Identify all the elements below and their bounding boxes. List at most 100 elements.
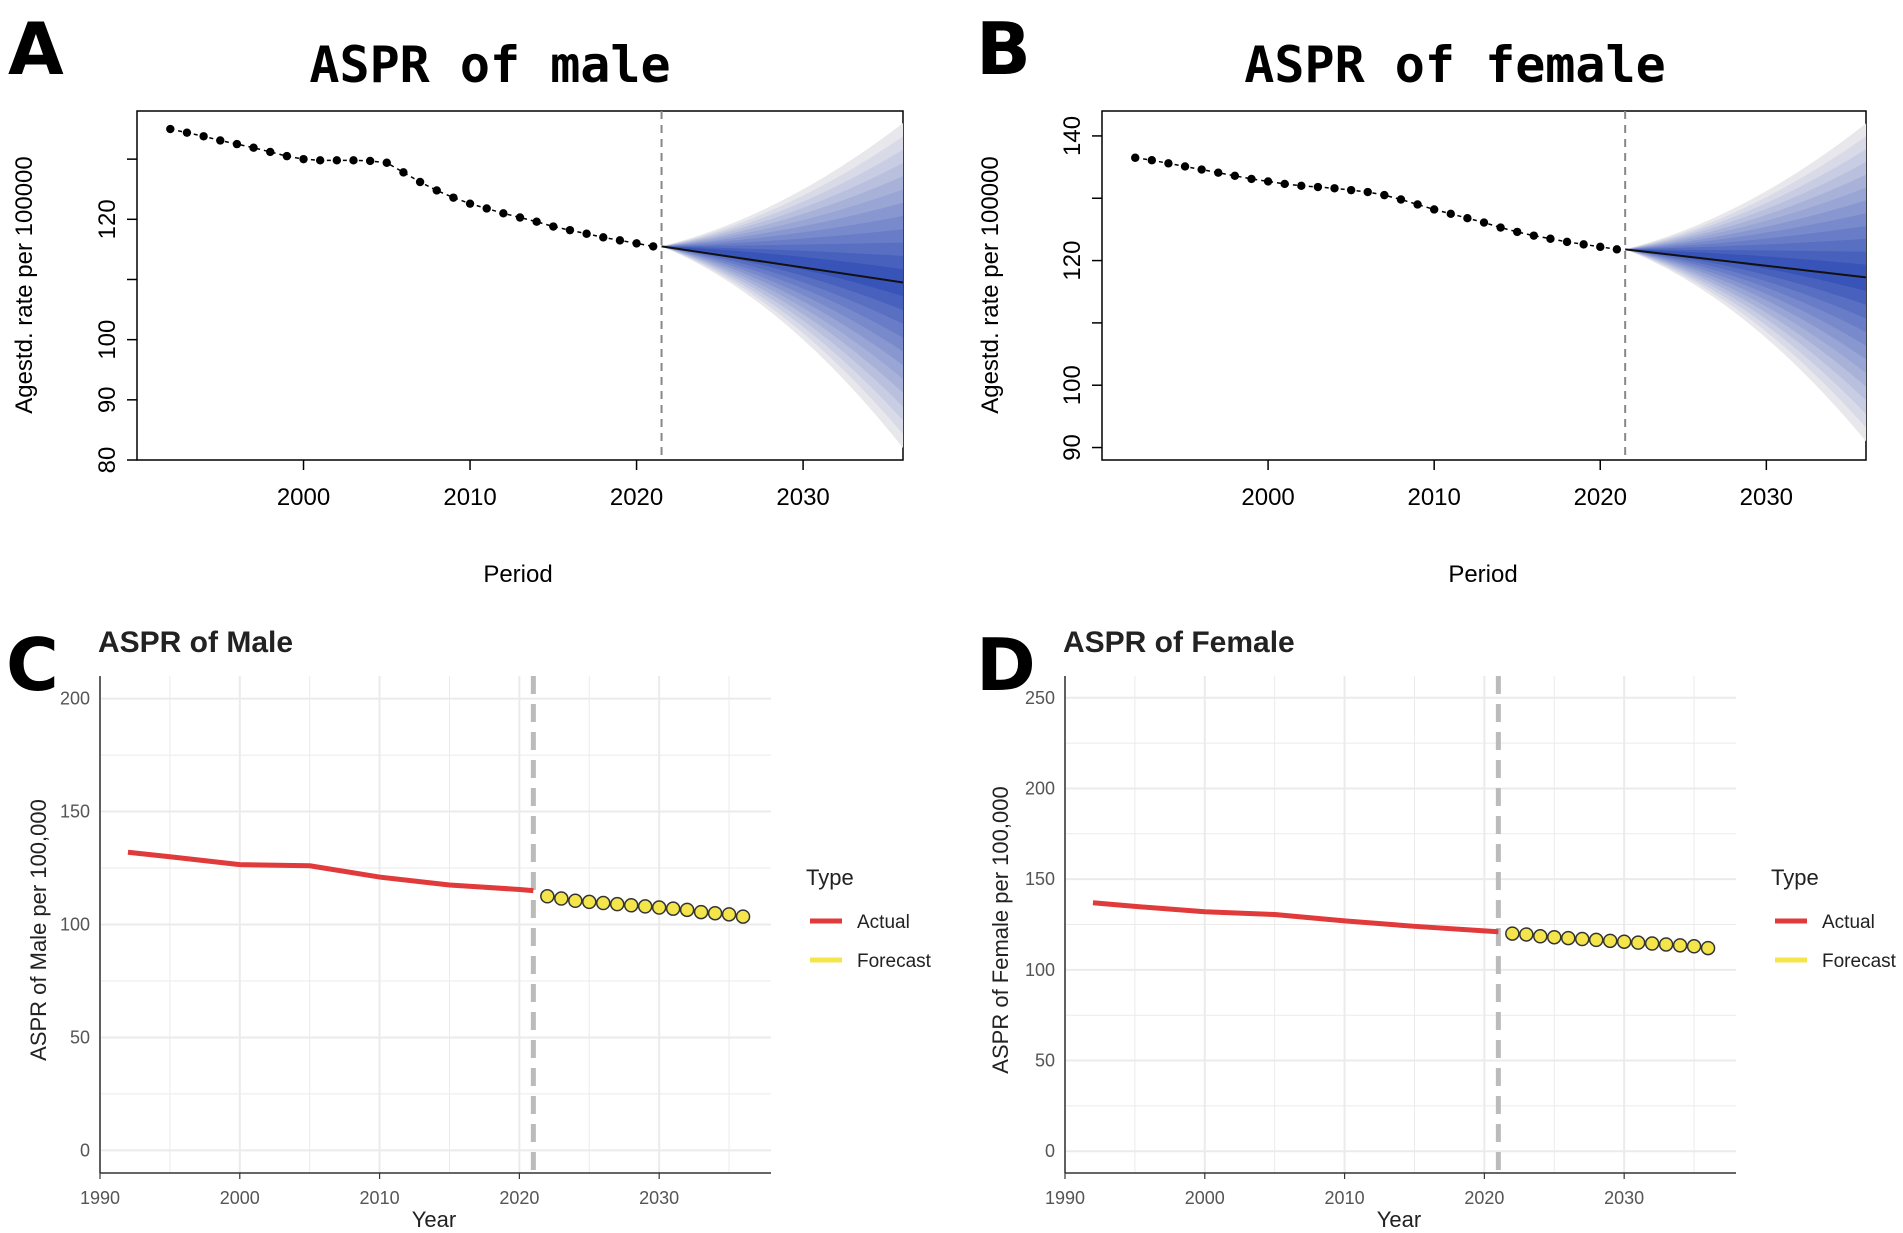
forecast-point xyxy=(1644,936,1660,951)
observed-point xyxy=(315,156,325,165)
x-tick-label: 2020 xyxy=(1574,484,1627,511)
forecast-point xyxy=(1561,930,1576,946)
observed-point xyxy=(349,156,358,165)
observed-point xyxy=(1479,218,1489,227)
observed-point xyxy=(365,156,375,166)
x-tick-label: 2030 xyxy=(1604,1188,1644,1208)
chart-d-xlabel: Year xyxy=(1377,1207,1421,1232)
observed-point xyxy=(515,213,525,222)
observed-point xyxy=(632,239,641,248)
observed-point xyxy=(1180,162,1190,171)
forecast-point xyxy=(1547,929,1562,945)
x-tick-label: 1990 xyxy=(80,1188,120,1208)
forecast-point xyxy=(1505,926,1520,941)
observed-point xyxy=(1579,240,1588,249)
observed-point xyxy=(649,242,658,251)
observed-point xyxy=(1513,227,1522,237)
forecast-point xyxy=(1602,933,1618,949)
forecast-point xyxy=(1519,927,1534,942)
legend-title: Type xyxy=(1771,865,1819,890)
observed-point xyxy=(332,156,342,165)
forecast-point xyxy=(1533,929,1548,944)
y-tick-label: 50 xyxy=(70,1027,90,1047)
x-tick-label: 2010 xyxy=(1325,1188,1365,1208)
chart-b-ylabel: Agestd. rate per 100000 xyxy=(977,156,1004,414)
forecast-point xyxy=(554,891,569,906)
x-tick-label: 2000 xyxy=(277,484,330,511)
observed-point xyxy=(1280,179,1289,189)
forecast-point xyxy=(707,905,723,921)
y-tick-label: 80 xyxy=(94,447,121,474)
observed-point xyxy=(1413,200,1422,209)
legend-actual-label: Actual xyxy=(857,912,910,933)
chart-d-title: ASPR of Female xyxy=(1063,626,1295,659)
legend-actual-label: Actual xyxy=(1822,912,1875,933)
x-tick-label: 2010 xyxy=(360,1188,400,1208)
forecast-point xyxy=(637,899,653,914)
chart-b-xlabel: Period xyxy=(1448,561,1517,588)
actual-line xyxy=(1092,900,1499,935)
chart-a-title: ASPR of male xyxy=(309,36,670,94)
observed-point xyxy=(299,154,308,164)
observed-point xyxy=(1263,177,1273,186)
forecast-point xyxy=(568,893,583,909)
y-tick-label: 90 xyxy=(94,386,121,413)
observed-point xyxy=(1247,174,1256,184)
observed-point xyxy=(449,193,458,202)
forecast-point xyxy=(582,894,597,910)
observed-point xyxy=(266,147,275,157)
x-tick-label: 2030 xyxy=(1740,484,1793,511)
observed-line xyxy=(1135,156,1617,251)
x-tick-label: 2010 xyxy=(443,484,496,511)
observed-point xyxy=(1380,190,1389,200)
forecast-point xyxy=(735,909,751,924)
observed-point xyxy=(532,217,541,226)
forecast-point xyxy=(721,907,737,922)
x-tick-label: 1990 xyxy=(1045,1188,1085,1208)
observed-point xyxy=(432,186,441,195)
observed-point xyxy=(1131,153,1140,162)
y-tick-label: 100 xyxy=(60,915,90,935)
panel-letter-b: B xyxy=(976,7,1031,91)
y-tick-label: 0 xyxy=(1045,1141,1055,1161)
observed-point xyxy=(482,204,491,213)
legend-forecast-label: Forecast xyxy=(1822,951,1897,972)
chart-c-ylabel: ASPR of Male per 100,000 xyxy=(26,799,51,1061)
forecast-point xyxy=(665,901,681,916)
forecast-point xyxy=(679,902,695,918)
y-tick-label: 200 xyxy=(60,689,90,709)
forecast-band xyxy=(1625,249,1866,292)
forecast-band xyxy=(661,246,903,297)
chart-c-title: ASPR of Male xyxy=(98,626,293,659)
observed-point xyxy=(1396,195,1406,204)
observed-point xyxy=(1230,171,1240,181)
x-tick-label: 2000 xyxy=(1185,1188,1225,1208)
observed-point xyxy=(232,139,242,149)
forecast-point xyxy=(651,900,667,915)
observed-point xyxy=(465,199,475,208)
observed-point xyxy=(1197,165,1206,174)
observed-point xyxy=(166,124,175,134)
panel-letter-c: C xyxy=(6,623,59,707)
x-tick-label: 2030 xyxy=(776,484,829,511)
x-tick-label: 2000 xyxy=(1241,484,1294,511)
chart-a-xlabel: Period xyxy=(483,561,552,588)
observed-point xyxy=(499,209,508,218)
observed-point xyxy=(599,233,608,242)
x-tick-label: 2020 xyxy=(610,484,663,511)
observed-point xyxy=(249,143,258,152)
forecast-point xyxy=(693,904,709,920)
observed-point xyxy=(1463,213,1472,223)
chart-b-title: ASPR of female xyxy=(1244,36,1665,94)
y-tick-label: 120 xyxy=(94,199,121,239)
forecast-mean-line xyxy=(661,245,904,284)
x-tick-label: 2000 xyxy=(220,1188,260,1208)
observed-point xyxy=(216,136,225,145)
y-tick-label: 120 xyxy=(1059,241,1086,281)
legend-forecast-label: Forecast xyxy=(857,951,932,972)
chart-d-plot xyxy=(1064,676,1736,1179)
actual-line xyxy=(127,849,534,894)
forecast-point xyxy=(1686,939,1702,954)
y-tick-label: 150 xyxy=(60,802,90,822)
